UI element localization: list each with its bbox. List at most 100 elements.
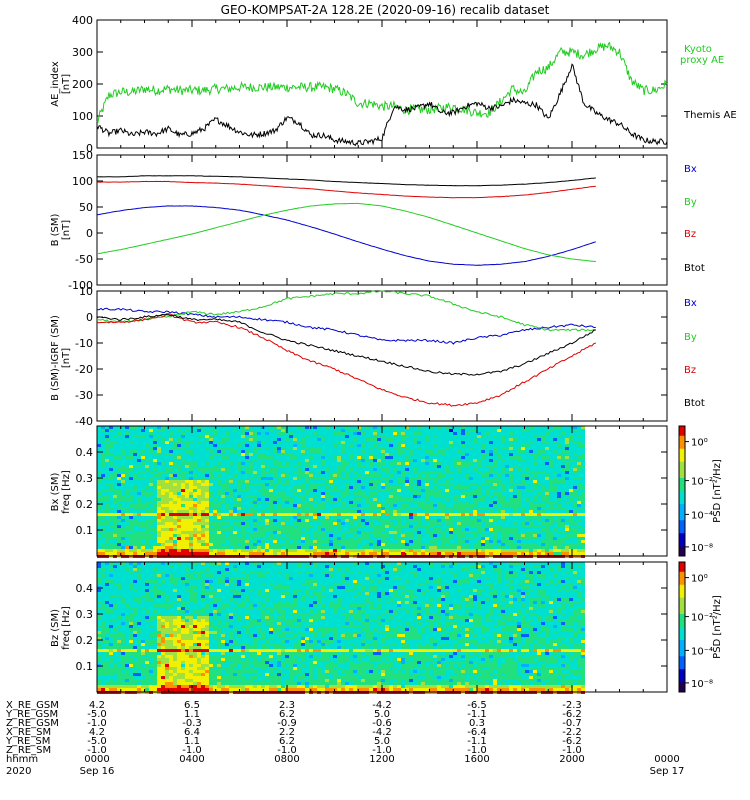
heatmap-cell: [317, 468, 321, 471]
heatmap-cell: [373, 486, 377, 489]
heatmap-cell: [157, 510, 161, 513]
heatmap-cell: [333, 486, 337, 489]
heatmap-cell: [489, 465, 493, 468]
heatmap-cell: [265, 474, 269, 477]
heatmap-cell: [413, 471, 417, 474]
heatmap-cell: [421, 426, 425, 429]
heatmap-cell: [205, 525, 209, 528]
heatmap-cell: [349, 534, 353, 537]
heatmap-cell: [233, 525, 237, 528]
heatmap-cell: [233, 438, 237, 441]
heatmap-cell: [369, 510, 373, 513]
heatmap-cell: [209, 549, 213, 552]
heatmap-cell: [333, 474, 337, 477]
heatmap-cell: [113, 426, 117, 429]
heatmap-cell: [269, 540, 273, 543]
ytick-label: 100: [72, 175, 93, 188]
heatmap-cell: [517, 507, 521, 510]
heatmap-cell: [505, 540, 509, 543]
heatmap-cell: [105, 510, 109, 513]
heatmap-cell: [401, 426, 405, 429]
heatmap-cell: [137, 477, 141, 480]
heatmap-cell: [309, 537, 313, 540]
heatmap-cell: [365, 441, 369, 444]
heatmap-cell: [477, 453, 481, 456]
heatmap-cell: [385, 489, 389, 492]
heatmap-cell: [393, 540, 397, 543]
heatmap-cell: [425, 453, 429, 456]
heatmap-cell: [173, 525, 177, 528]
heatmap-cell: [377, 516, 381, 519]
heatmap-cell: [497, 501, 501, 504]
heatmap-cell: [257, 507, 261, 510]
heatmap-cell: [457, 426, 461, 429]
heatmap-cell: [437, 489, 441, 492]
heatmap-cell: [417, 456, 421, 459]
heatmap-cell: [301, 459, 305, 462]
heatmap-cell: [341, 552, 345, 555]
heatmap-cell: [193, 441, 197, 444]
heatmap-cell: [157, 435, 161, 438]
heatmap-cell: [225, 513, 229, 516]
heatmap-cell: [433, 495, 437, 498]
heatmap-cell: [109, 474, 113, 477]
heatmap-cell: [449, 519, 453, 522]
heatmap-cell: [281, 501, 285, 504]
heatmap-cell: [169, 546, 173, 549]
heatmap-cell: [249, 486, 253, 489]
heatmap-cell: [449, 471, 453, 474]
heatmap-cell: [477, 516, 481, 519]
heatmap-cell: [153, 489, 157, 492]
heatmap-cell: [441, 468, 445, 471]
heatmap-cell: [401, 540, 405, 543]
heatmap-cell: [453, 531, 457, 534]
heatmap-cell: [173, 528, 177, 531]
heatmap-cell: [121, 519, 125, 522]
heatmap-cell: [221, 528, 225, 531]
heatmap-cell: [185, 516, 189, 519]
heatmap-cell: [357, 513, 361, 516]
heatmap-cell: [113, 537, 117, 540]
heatmap-cell: [113, 447, 117, 450]
heatmap-cell: [489, 426, 493, 429]
heatmap-cell: [429, 465, 433, 468]
heatmap-cell: [121, 453, 125, 456]
heatmap-cell: [177, 504, 181, 507]
heatmap-cell: [217, 504, 221, 507]
heatmap-cell: [225, 480, 229, 483]
heatmap-cell: [369, 513, 373, 516]
heatmap-cell: [497, 546, 501, 549]
heatmap-cell: [261, 516, 265, 519]
heatmap-cell: [421, 552, 425, 555]
heatmap-cell: [237, 489, 241, 492]
heatmap-cell: [245, 462, 249, 465]
heatmap-cell: [465, 510, 469, 513]
heatmap-cell: [269, 525, 273, 528]
heatmap-cell: [397, 435, 401, 438]
heatmap-cell: [245, 504, 249, 507]
heatmap-cell: [113, 474, 117, 477]
heatmap-cell: [213, 504, 217, 507]
heatmap-cell: [489, 459, 493, 462]
heatmap-cell: [309, 474, 313, 477]
heatmap-cell: [353, 489, 357, 492]
heatmap-cell: [137, 426, 141, 429]
heatmap-cell: [313, 489, 317, 492]
heatmap-cell: [213, 459, 217, 462]
heatmap-cell: [133, 531, 137, 534]
heatmap-cell: [497, 516, 501, 519]
heatmap-cell: [433, 507, 437, 510]
heatmap-cell: [385, 498, 389, 501]
heatmap-cell: [313, 435, 317, 438]
heatmap-cell: [181, 441, 185, 444]
heatmap-cell: [349, 480, 353, 483]
heatmap-cell: [349, 444, 353, 447]
heatmap-cell: [289, 522, 293, 525]
heatmap-cell: [277, 492, 281, 495]
heatmap-cell: [461, 519, 465, 522]
heatmap-cell: [237, 471, 241, 474]
heatmap-cell: [205, 516, 209, 519]
heatmap-cell: [217, 525, 221, 528]
heatmap-cell: [429, 519, 433, 522]
heatmap-cell: [281, 444, 285, 447]
